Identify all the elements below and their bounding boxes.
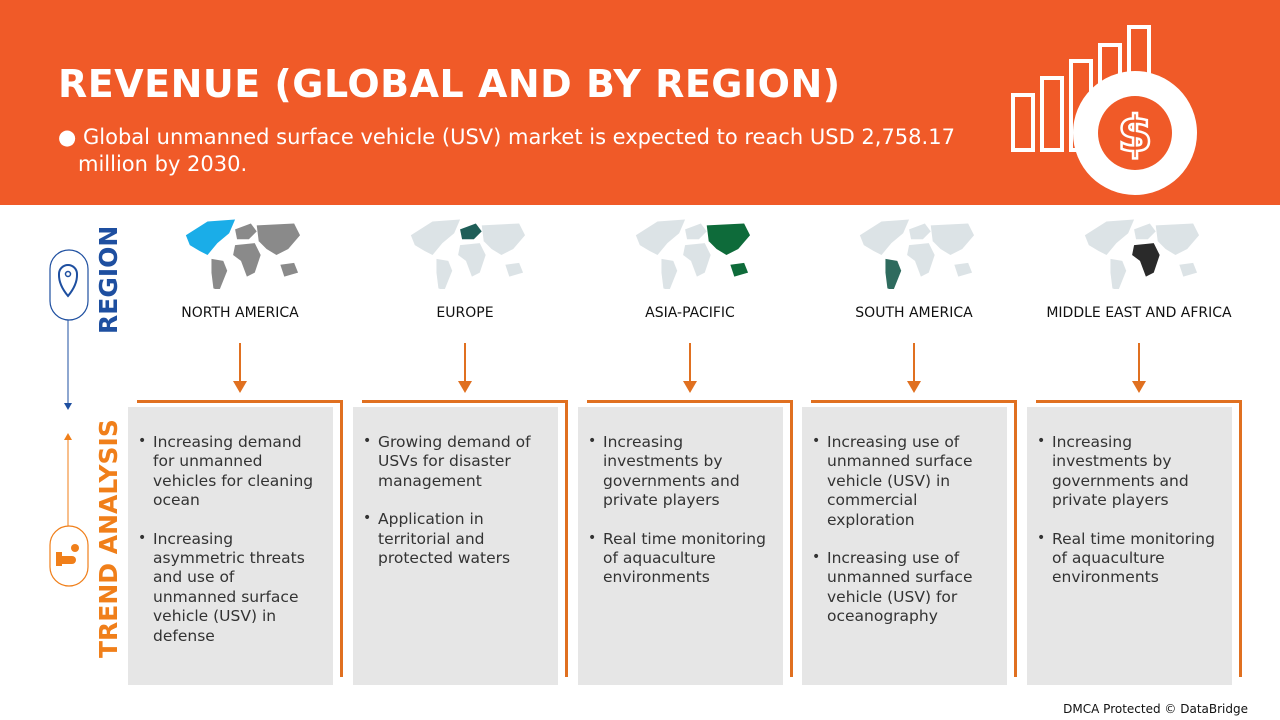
- box-bracket: [587, 400, 793, 677]
- world-map-icon: [410, 219, 526, 289]
- revenue-growth-dollar-icon: $: [1011, 25, 1197, 195]
- continent-eu: [1134, 223, 1156, 240]
- trend-box: Increasing investments by governments an…: [578, 407, 783, 685]
- continent-as: [1155, 223, 1200, 255]
- trend-bullet: Increasing use of unmanned surface vehic…: [812, 548, 995, 627]
- continent-na: [859, 219, 910, 255]
- arrow-down-icon: [1132, 343, 1146, 393]
- trend-box: Growing demand of USVs for disaster mana…: [353, 407, 558, 685]
- continent-au: [280, 262, 299, 277]
- trend-analysis-label: TREND ANALYSIS: [94, 419, 123, 658]
- continent-na: [1084, 219, 1135, 255]
- world-map-icon: [635, 219, 751, 289]
- continent-au: [505, 262, 524, 277]
- box-bracket: [137, 400, 343, 677]
- continent-af: [458, 243, 486, 277]
- continent-na: [185, 219, 236, 255]
- trend-box: Increasing use of unmanned surface vehic…: [802, 407, 1007, 685]
- trend-bullet: Increasing investments by governments an…: [1037, 432, 1220, 511]
- world-map-icon: [1084, 219, 1200, 289]
- arrow-down-icon: [233, 343, 247, 393]
- region-name: SOUTH AMERICA: [855, 305, 973, 321]
- page-title: REVENUE (GLOBAL AND BY REGION): [58, 62, 841, 106]
- continent-as: [256, 223, 301, 255]
- continent-eu: [235, 223, 257, 240]
- continent-af: [683, 243, 711, 277]
- continent-eu: [909, 223, 931, 240]
- continent-af: [907, 243, 935, 277]
- trend-box: Increasing investments by governments an…: [1027, 407, 1232, 685]
- page-subtitle: ● Global unmanned surface vehicle (USV) …: [58, 125, 955, 176]
- continent-eu: [685, 223, 707, 240]
- arrow-down-icon: [683, 343, 697, 393]
- continent-as: [930, 223, 975, 255]
- continent-na: [410, 219, 461, 255]
- box-bracket: [1036, 400, 1242, 677]
- trend-box: Increasing demand for unmanned vehicles …: [128, 407, 333, 685]
- trend-bullet: Real time monitoring of aquaculture envi…: [1037, 529, 1220, 588]
- arrow-down-icon: [907, 343, 921, 393]
- trend-bullet: Increasing use of unmanned surface vehic…: [812, 432, 995, 530]
- continent-au: [954, 262, 973, 277]
- side-flow: [49, 249, 89, 587]
- region-name: NORTH AMERICA: [181, 305, 299, 321]
- trend-bullet: Growing demand of USVs for disaster mana…: [363, 432, 546, 491]
- continent-sa: [1110, 258, 1127, 289]
- region-name: ASIA-PACIFIC: [645, 305, 735, 321]
- trend-bullet: Application in territorial and protected…: [363, 509, 546, 568]
- trend-bullet: Increasing asymmetric threats and use of…: [138, 529, 321, 646]
- trend-bullet: Increasing demand for unmanned vehicles …: [138, 432, 321, 511]
- region-name: EUROPE: [436, 305, 494, 321]
- continent-sa: [211, 258, 228, 289]
- continent-as: [481, 223, 526, 255]
- region-label: REGION: [94, 225, 123, 334]
- continent-af: [233, 243, 261, 277]
- arrow-down-icon: [458, 343, 472, 393]
- world-map-icon: [185, 219, 301, 289]
- continent-sa: [661, 258, 678, 289]
- box-bracket: [811, 400, 1017, 677]
- continent-as: [706, 223, 751, 255]
- world-map-icon: [859, 219, 975, 289]
- continent-sa: [885, 258, 902, 289]
- trend-bullet: Real time monitoring of aquaculture envi…: [588, 529, 771, 588]
- continent-af: [1132, 243, 1160, 277]
- trend-bullet: Increasing investments by governments an…: [588, 432, 771, 511]
- header-banner: REVENUE (GLOBAL AND BY REGION) ● Global …: [0, 0, 1280, 205]
- continent-au: [1179, 262, 1198, 277]
- continent-sa: [436, 258, 453, 289]
- svg-text:$: $: [1118, 105, 1153, 163]
- continent-au: [730, 262, 749, 277]
- region-name: MIDDLE EAST AND AFRICA: [1046, 305, 1232, 321]
- footer-copyright: DMCA Protected © DataBridge: [1063, 702, 1248, 716]
- box-bracket: [362, 400, 568, 677]
- continent-na: [635, 219, 686, 255]
- continent-eu: [460, 223, 482, 240]
